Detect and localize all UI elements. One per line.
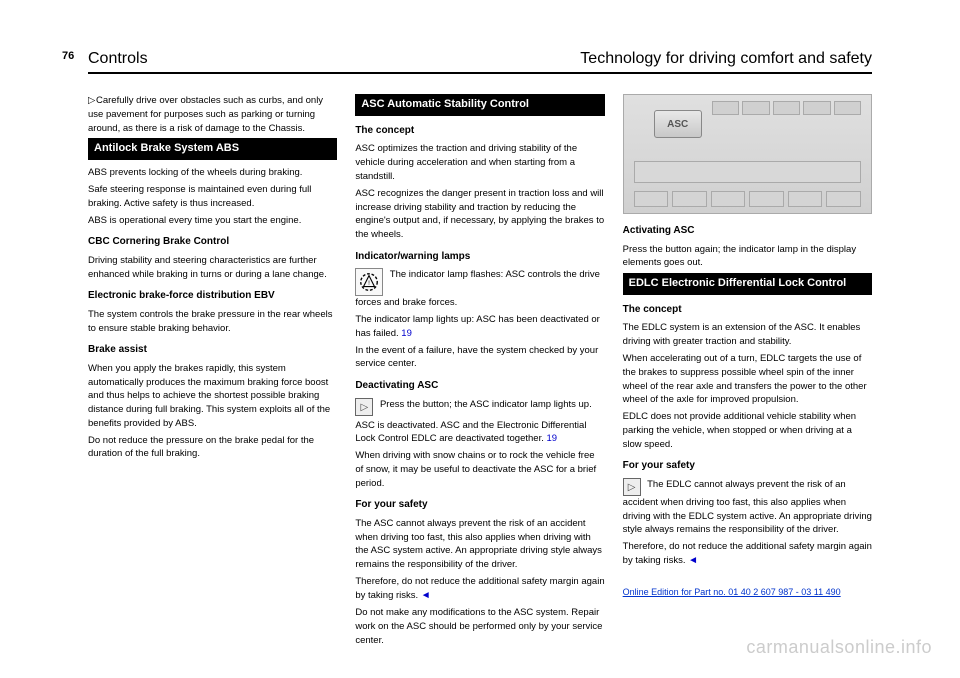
edition-citation: Online Edition for Part no. 01 40 2 607 … [623,586,872,600]
dash-top-buttons [712,101,861,115]
heading-edlc: EDLC Electronic Differential Lock Contro… [623,273,872,295]
edlc-safety-heading: For your safety [623,459,872,474]
asc-concept-h: The concept [355,124,604,139]
deact-row: ▷ Press the button; the ASC indicator la… [355,398,604,416]
indicator-text: The indicator lamp lights up: ASC has be… [355,313,604,341]
abs-text: ABS is operational every time you start … [88,214,337,228]
column-3: ASC Activating ASC Press the button agai… [623,94,872,651]
indicator-text: In the event of a failure, have the syst… [355,344,604,372]
activating-text: Press the button again; the indicator la… [623,243,872,271]
safety-heading: For your safety [355,498,604,513]
ba-text: Do not reduce the pressure on the brake … [88,434,337,462]
abs-text: Safe steering response is maintained eve… [88,183,337,211]
asc-button-illustration: ASC [654,110,702,138]
content-columns: ▷Carefully drive over obstacles such as … [88,94,872,651]
dash-btn [834,101,861,115]
dashboard-illustration: ASC [623,94,872,214]
page-ref-link[interactable]: 19 [547,433,558,444]
indicator-heading: Indicator/warning lamps [355,250,604,265]
asc-text: ASC recognizes the danger present in tra… [355,187,604,242]
bullet-item: ▷Carefully drive over obstacles such as … [88,94,337,135]
edlc-text: The EDLC system is an extension of the A… [623,321,872,349]
edlc-safety-text: Therefore, do not reduce the additional … [623,540,872,568]
header-topic: Technology for driving comfort and safet… [580,50,872,68]
header-section: Controls [88,50,148,68]
heading-abs: Antilock Brake System ABS [88,138,337,160]
watermark: carmanualsonline.info [746,637,932,658]
column-1: ▷Carefully drive over obstacles such as … [88,94,337,651]
asc-warning-icon: ! [355,268,383,296]
edlc-text: EDLC does not provide additional vehicle… [623,410,872,451]
asc-text: ASC optimizes the traction and driving s… [355,142,604,183]
edlc-text: When accelerating out of a turn, EDLC ta… [623,352,872,407]
deact-text: ASC is deactivated. ASC and the Electron… [355,419,604,447]
header-divider [88,72,872,74]
ebv-text: The system controls the brake pressure i… [88,308,337,336]
dash-btn [788,191,823,207]
deactivating-heading: Deactivating ASC [355,379,604,394]
indicator-row: ! The indicator lamp flashes: ASC contro… [355,268,604,310]
ba-text: When you apply the brakes rapidly, this … [88,362,337,431]
dash-lower-buttons [634,191,861,207]
safety-text: The ASC cannot always prevent the risk o… [355,517,604,572]
page-ref-link[interactable]: 19 [401,328,412,339]
note-icon: ▷ [355,398,373,416]
page-header: Controls Technology for driving comfort … [88,50,872,68]
dash-btn [826,191,861,207]
safety-text: Therefore, do not reduce the additional … [355,575,604,603]
dash-display [634,161,861,183]
page-number: 76 [62,50,74,62]
dash-btn [749,191,784,207]
safety-text: Do not make any modifications to the ASC… [355,606,604,647]
dash-btn [742,101,769,115]
edlc-safety-row: ▷ The EDLC cannot always prevent the ris… [623,478,872,537]
heading-cbc: CBC Cornering Brake Control [88,235,337,250]
note-icon: ▷ [623,478,641,496]
dash-btn [773,101,800,115]
abs-text: ABS prevents locking of the wheels durin… [88,166,337,180]
deact-text: When driving with snow chains or to rock… [355,449,604,490]
section-end-mark: ◄ [421,590,431,601]
activating-heading: Activating ASC [623,224,872,239]
dash-btn [634,191,669,207]
svg-text:!: ! [368,280,370,287]
manual-page: Controls Technology for driving comfort … [88,50,872,620]
column-2: ASC Automatic Stability Control The conc… [355,94,604,651]
heading-asc: ASC Automatic Stability Control [355,94,604,116]
edlc-concept-h: The concept [623,303,872,318]
dash-btn [803,101,830,115]
dash-btn [711,191,746,207]
cbc-text: Driving stability and steering character… [88,254,337,282]
dash-btn [712,101,739,115]
dash-btn [672,191,707,207]
heading-brake-assist: Brake assist [88,343,337,358]
section-end-mark: ◄ [688,555,698,566]
heading-ebv: Electronic brake-force distribution EBV [88,289,337,304]
